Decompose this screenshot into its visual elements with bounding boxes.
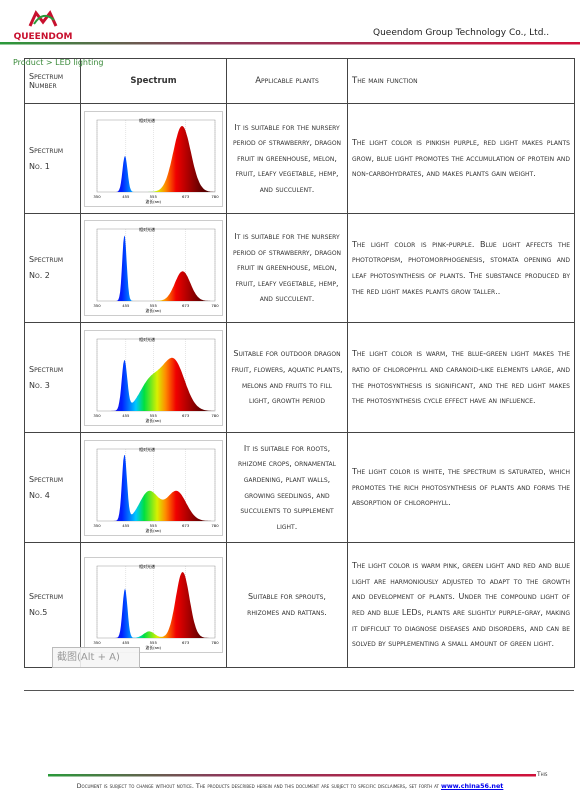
plot-x-tick: 350: [93, 194, 101, 199]
plot-x-tick: 455: [122, 523, 130, 528]
spectrum-number: Spectrum No. 1: [24, 103, 81, 214]
plot-caption: 相对光谱: [139, 563, 155, 569]
footer-text: Document is subject to change without no…: [76, 782, 439, 790]
table-row: Spectrum No. 4 相对光谱 350 455 555 673 780 波长(nm) I…: [24, 432, 575, 543]
screenshot-tooltip: 截图(Alt + A): [52, 647, 140, 668]
plot-x-label: 波长(nm): [146, 308, 162, 313]
plot-x-label: 波长(nm): [146, 199, 162, 204]
plot-x-tick: 780: [211, 523, 219, 528]
applicable-plants: Suitable for sprouts, rhizomes and ratta…: [226, 542, 348, 668]
plot-x-tick: 555: [150, 523, 158, 528]
plot-x-tick: 350: [93, 640, 101, 645]
plot-caption: 相对光谱: [139, 117, 155, 123]
spectrum-cell: 相对光谱 350 455 555 673 780 波长(nm): [80, 432, 227, 543]
footer-link[interactable]: www.china56.net: [440, 782, 504, 790]
main-function: The light color is white, the spectrum i…: [347, 432, 575, 543]
plot-x-tick: 555: [150, 640, 158, 645]
spectrum-curve: [97, 235, 215, 301]
plot-x-label: 波长(nm): [146, 528, 162, 533]
plot-x-tick: 780: [211, 303, 219, 308]
spectrum-number: Spectrum No. 2: [24, 213, 81, 323]
spectrum-number: Spectrum No. 3: [24, 322, 81, 433]
table-row: Spectrum No. 1 相对光谱 350 455 555 673 780 波长(nm) I…: [24, 103, 575, 214]
column-header: Applicable plants: [226, 58, 348, 104]
table-row: Spectrum No. 2 相对光谱 350 455 555 673 780 波长(nm) I…: [24, 213, 575, 323]
spectrum-image: 相对光谱 350 455 555 673 780 波长(nm): [84, 439, 223, 536]
plot-x-tick: 455: [122, 640, 130, 645]
spectrum-cell: 相对光谱 350 455 555 673 780 波长(nm): [80, 213, 227, 323]
plot-x-tick: 455: [122, 194, 130, 199]
plot-x-label: 波长(nm): [146, 645, 162, 650]
spectrum-number: Spectrum No. 4: [24, 432, 81, 543]
column-header: Spectrum: [80, 58, 227, 104]
table-body: Spectrum No. 1 相对光谱 350 455 555 673 780 波长(nm) I…: [24, 103, 575, 668]
applicable-plants: It is suitable for the nursery period of…: [226, 213, 348, 323]
applicable-plants: It is suitable for the nursery period of…: [226, 103, 348, 214]
logo-text: QUEENDOM: [14, 32, 73, 42]
applicable-plants: It is suitable for roots, rhizome crops,…: [226, 432, 348, 543]
plot-x-tick: 555: [150, 303, 158, 308]
main-function: The light color is warm pink, green ligh…: [347, 542, 575, 668]
plot-x-tick: 673: [182, 523, 190, 528]
logo-swoosh: [33, 14, 55, 25]
spectrum-image: 相对光谱 350 455 555 673 780 波长(nm): [84, 220, 223, 316]
applicable-plants: Suitable for outdoor dragon fruit, flowe…: [226, 322, 348, 433]
spectrum-curve: [97, 454, 215, 521]
plot-caption: 相对光谱: [139, 226, 155, 232]
plot-frame: [96, 565, 216, 639]
plot-x-tick: 555: [150, 194, 158, 199]
footer-rule: [48, 774, 536, 777]
column-header: Spectrum Number: [24, 58, 81, 104]
footer-line: [48, 774, 536, 777]
table-row: Spectrum No.5 相对光谱 350 455 555 673 780 波长(nm) Su…: [24, 542, 575, 668]
plot-x-tick: 350: [93, 413, 101, 418]
header-line: [0, 42, 580, 45]
spectrum-curve: [97, 572, 215, 638]
spectrum-curve: [97, 357, 215, 411]
main-function: The light color is pinkish purple, red l…: [347, 103, 575, 214]
plot-x-label: 波长(nm): [146, 418, 162, 423]
main-function: The light color is pink-purple. Blue lig…: [347, 213, 575, 323]
plot-x-tick: 780: [211, 194, 219, 199]
breadcrumb[interactable]: Product > LED lighting: [13, 58, 104, 67]
footer-lead: This: [537, 771, 548, 778]
plot-x-tick: 673: [182, 303, 190, 308]
plot-x-tick: 780: [211, 640, 219, 645]
table-row: Spectrum No. 3 相对光谱 350 455 555 673 780 波长(nm) S…: [24, 322, 575, 433]
plot-x-tick: 350: [93, 523, 101, 528]
spectrum-image: 相对光谱 350 455 555 673 780 波长(nm): [84, 329, 223, 426]
spectrum-cell: 相对光谱 350 455 555 673 780 波长(nm): [80, 103, 227, 214]
plot-frame: [96, 228, 216, 302]
spectrum-curve: [97, 125, 215, 192]
plot-x-tick: 455: [122, 413, 130, 418]
column-header: The main function: [347, 58, 575, 104]
plot-x-tick: 673: [182, 194, 190, 199]
plot-x-tick: 555: [150, 413, 158, 418]
bottom-rule: [24, 690, 574, 691]
plot-x-tick: 350: [93, 303, 101, 308]
spectrum-cell: 相对光谱 350 455 555 673 780 波长(nm): [80, 322, 227, 433]
plot-x-tick: 673: [182, 640, 190, 645]
company-name: Queendom Group Technology Co., Ltd..: [373, 28, 550, 38]
plot-x-tick: 673: [182, 413, 190, 418]
plot-x-tick: 455: [122, 303, 130, 308]
plot-x-tick: 780: [211, 413, 219, 418]
header-rule: [0, 42, 580, 45]
plot-caption: 相对光谱: [139, 336, 155, 342]
spectrum-image: 相对光谱 350 455 555 673 780 波长(nm): [84, 110, 223, 207]
plot-caption: 相对光谱: [139, 446, 155, 452]
main-function: The light color is warm, the blue-green …: [347, 322, 575, 433]
spectrum-image: 相对光谱 350 455 555 673 780 波长(nm): [84, 557, 223, 653]
logo: QUEENDOM: [14, 10, 73, 42]
spectrum-table: Spectrum Number Spectrum Applicable plan…: [24, 58, 575, 668]
footer-notice: Document is subject to change without no…: [30, 781, 550, 791]
